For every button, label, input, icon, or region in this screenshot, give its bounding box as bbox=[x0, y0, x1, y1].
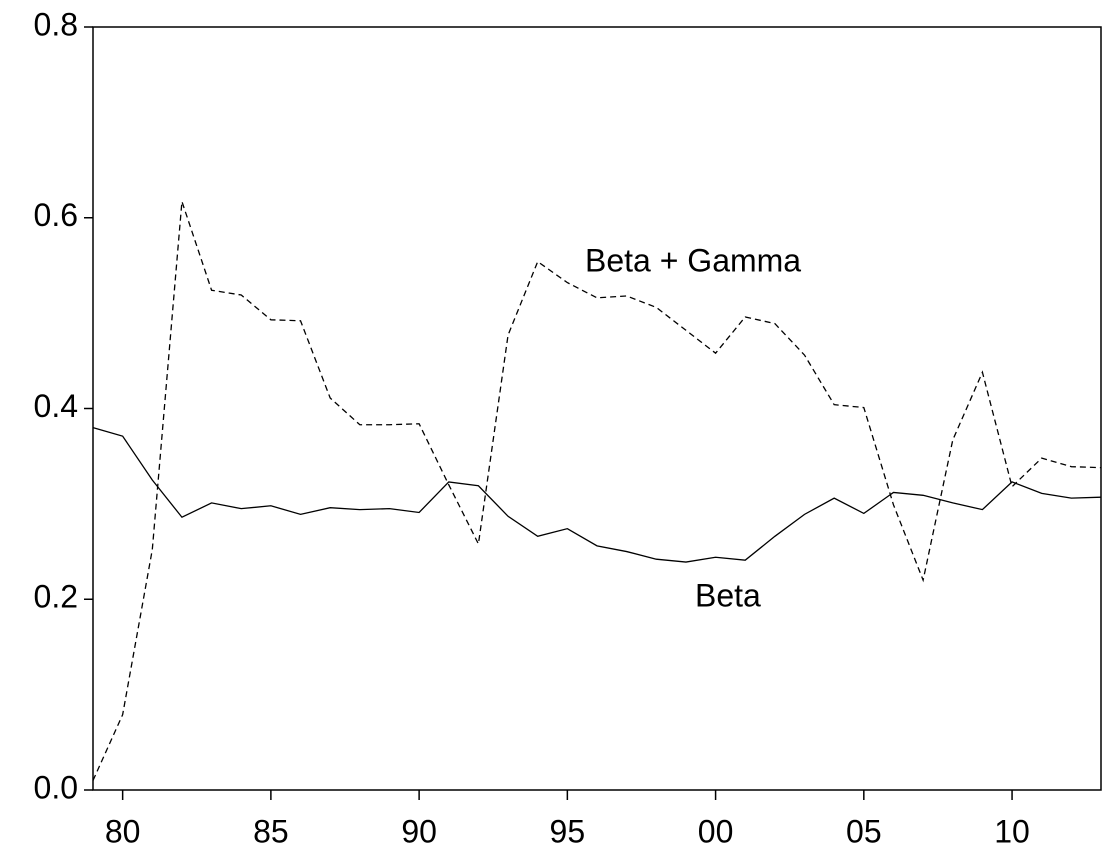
series-line bbox=[92, 201, 1102, 781]
y-tick-label: 0.8 bbox=[34, 6, 78, 42]
x-tick-label: 90 bbox=[401, 813, 437, 849]
series-label: Beta + Gamma bbox=[585, 242, 801, 278]
x-tick-label: 05 bbox=[846, 813, 882, 849]
plot-frame bbox=[92, 26, 1102, 791]
series-line bbox=[92, 426, 1102, 563]
series-label: Beta bbox=[695, 577, 761, 613]
x-tick-label: 85 bbox=[253, 813, 289, 849]
x-tick-label: 00 bbox=[698, 813, 734, 849]
x-tick-label: 10 bbox=[994, 813, 1030, 849]
y-tick-label: 0.0 bbox=[34, 769, 78, 805]
y-tick-label: 0.2 bbox=[34, 579, 78, 615]
y-tick-label: 0.6 bbox=[34, 197, 78, 233]
x-tick-label: 80 bbox=[105, 813, 141, 849]
x-tick-label: 95 bbox=[550, 813, 586, 849]
y-tick-label: 0.4 bbox=[34, 388, 78, 424]
